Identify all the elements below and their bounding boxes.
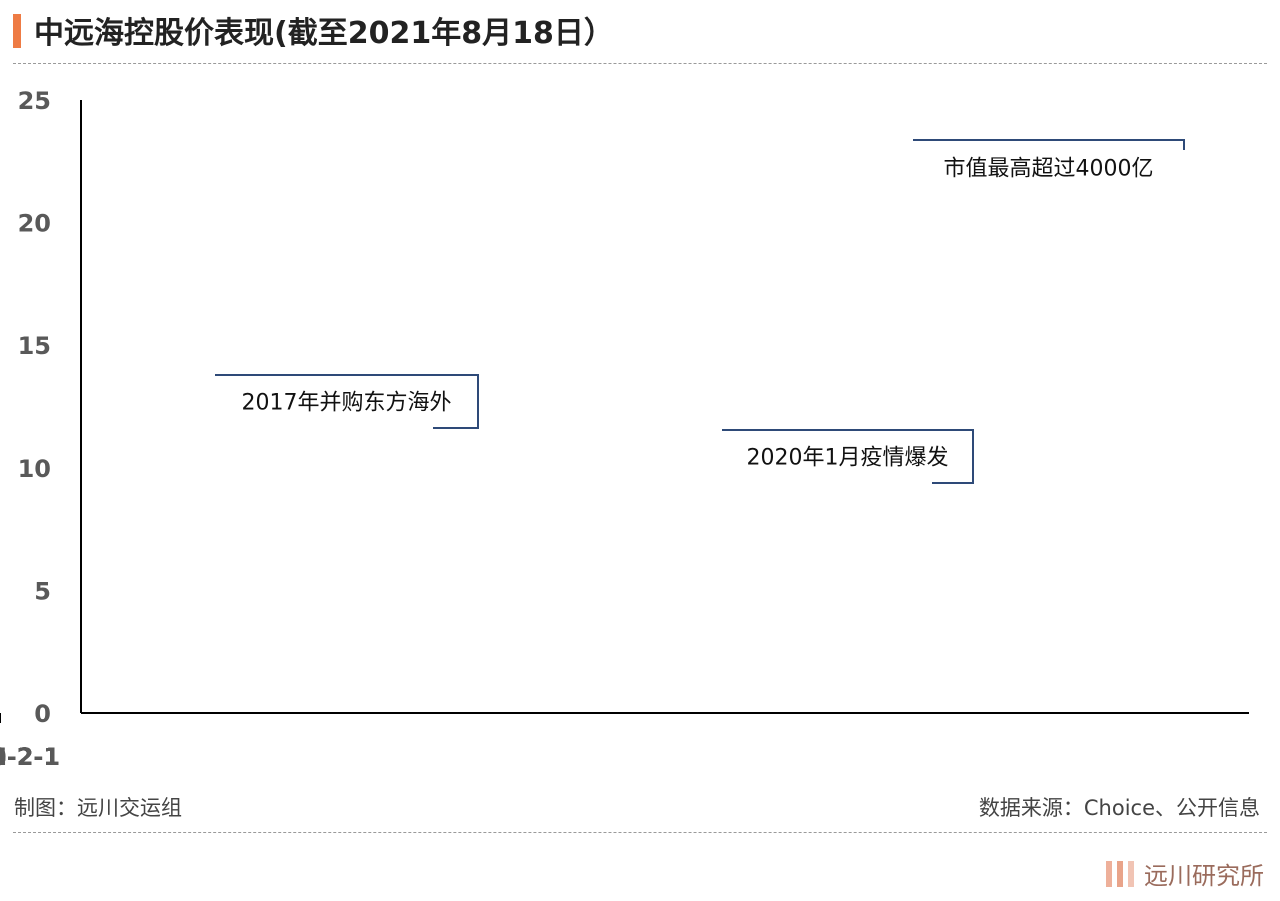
y-tick-label: 10 xyxy=(18,455,51,483)
y-tick-label: 15 xyxy=(18,332,51,360)
brand-logo: 远川研究所 xyxy=(1106,856,1264,891)
x-tick-label: 2020-2-1 xyxy=(0,743,60,771)
title-accent-bar xyxy=(13,14,21,48)
y-tick-label: 5 xyxy=(34,577,51,605)
x-tick-label: 2018-2-1 xyxy=(0,743,60,771)
callout-label: 市值最高超过4000亿 xyxy=(944,157,1154,182)
chart-credit: 制图：远川交运组 xyxy=(14,796,182,820)
y-axis-ticks: 0 5 10 15 20 25 xyxy=(18,87,51,728)
callout-group: 2017年并购东方海外 2020年1月疫情爆发 市值最高超过4000亿 xyxy=(215,139,1185,484)
y-tick-label: 20 xyxy=(18,210,51,238)
y-tick-label: 0 xyxy=(34,700,51,728)
x-tick-label: 2017-2-1 xyxy=(0,743,60,771)
callout-box xyxy=(215,374,479,429)
brand-bars-icon xyxy=(1106,860,1134,887)
callout-label: 2017年并购东方海外 xyxy=(242,391,452,416)
line-chart: 0 5 10 15 20 25 2016-2-12017-2-12018-2-12019-… xyxy=(0,87,1249,771)
x-tick-label: 2019-2-1 xyxy=(0,743,60,771)
footer-divider xyxy=(13,832,1267,833)
page-title: 中远海控股价表现(截至2021年8月18日） xyxy=(34,16,614,51)
x-tick-label: 2021-2-1 xyxy=(0,743,60,771)
y-tick-label: 25 xyxy=(18,87,51,115)
data-source: 数据来源：Choice、公开信息 xyxy=(978,796,1260,820)
callout-box xyxy=(722,429,974,484)
brand-name: 远川研究所 xyxy=(1144,862,1264,890)
callout-box xyxy=(913,139,1185,150)
x-tick-label: 2016-2-1 xyxy=(0,743,60,771)
x-axis-ticks: 2016-2-12017-2-12018-2-12019-2-12020-2-1… xyxy=(0,713,60,771)
callout-label: 2020年1月疫情爆发 xyxy=(747,446,949,471)
header-divider xyxy=(13,63,1267,64)
